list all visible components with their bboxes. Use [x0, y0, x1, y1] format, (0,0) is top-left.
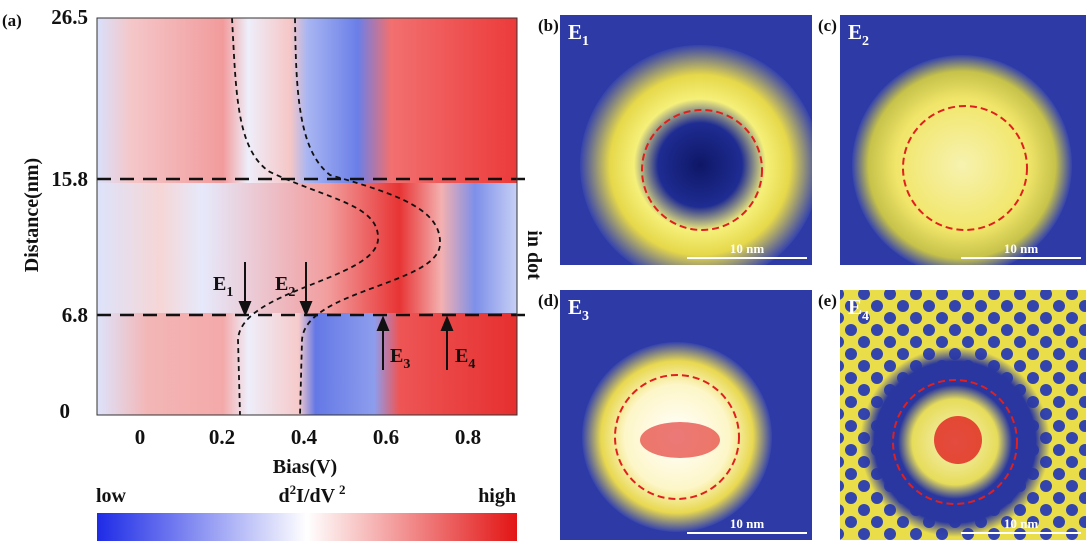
x-tick-label: 0.8 — [455, 425, 481, 449]
arrow-head — [238, 301, 252, 317]
marker-sub: 3 — [403, 357, 410, 372]
energy-main: E — [568, 20, 582, 44]
marker-label: E4 — [455, 345, 475, 372]
dot-outline — [614, 374, 740, 500]
arrow-head — [376, 315, 390, 331]
ring — [580, 45, 812, 265]
t: I/dV — [296, 485, 335, 507]
marker-label: E1 — [213, 273, 233, 300]
marker-sub: 1 — [226, 285, 233, 300]
energy-sub: 2 — [862, 34, 869, 49]
heat-top — [97, 18, 517, 183]
y-tick-label: 26.5 — [51, 5, 88, 29]
image-e — [840, 290, 1086, 540]
energy-label: E1 — [568, 20, 589, 49]
panel-label: (d) — [538, 291, 559, 310]
x-tick-label: 0.2 — [209, 425, 235, 449]
arrow-head — [299, 301, 313, 317]
arrows — [238, 262, 454, 370]
marker-main: E — [455, 345, 468, 367]
energy-sub: 4 — [862, 309, 869, 324]
y-tick-label: 0 — [60, 399, 71, 423]
boundary-curve — [294, 17, 441, 416]
marker-sub: 4 — [468, 357, 475, 372]
x-tick-label: 0.6 — [373, 425, 399, 449]
hot-spot — [640, 422, 720, 458]
t: d — [278, 485, 289, 507]
panel-label: (a) — [2, 11, 22, 30]
energy-label: E3 — [568, 295, 589, 324]
side-label: in dot — [523, 230, 545, 280]
colorbar — [97, 513, 517, 541]
image-c — [840, 15, 1086, 265]
energy-label: E2 — [848, 20, 869, 49]
heat-bottom — [97, 313, 517, 415]
dot-outline — [892, 379, 1018, 505]
energy-main: E — [848, 20, 862, 44]
scale-label: 10 nm — [730, 241, 764, 256]
disk — [852, 55, 1072, 265]
hot-spot — [934, 416, 982, 464]
colorbar-low: low — [96, 485, 127, 507]
panel-label: (c) — [818, 16, 837, 35]
x-tick-label: 0 — [135, 425, 146, 449]
y-tick-label: 6.8 — [62, 303, 88, 327]
t: 2 — [290, 482, 297, 497]
energy-sub: 1 — [582, 34, 589, 49]
energy-main: E — [568, 295, 582, 319]
image-b — [560, 15, 812, 265]
energy-main: E — [848, 295, 862, 319]
marker-sub: 2 — [288, 285, 295, 300]
energy-sub: 3 — [582, 309, 589, 324]
colorbar-title: d2I/dV 2 — [278, 482, 345, 507]
heatmap — [97, 18, 517, 415]
marker-main: E — [390, 345, 403, 367]
marker-main: E — [213, 273, 226, 295]
marker-label: E3 — [390, 345, 410, 372]
y-axis-title: Distance(nm) — [21, 158, 43, 272]
y-tick-label: 15.8 — [51, 167, 88, 191]
plot-frame — [96, 17, 518, 416]
dot-outline — [641, 109, 763, 231]
colorbar-high: high — [478, 485, 516, 507]
marker-label: E2 — [275, 273, 295, 300]
energy-label: E4 — [848, 295, 869, 324]
image-d — [560, 290, 812, 540]
t: 2 — [339, 482, 346, 497]
x-axis-title: Bias(V) — [273, 456, 337, 478]
panel-label: (e) — [818, 291, 837, 310]
marker-main: E — [275, 273, 288, 295]
scale-label: 10 nm — [1004, 241, 1038, 256]
x-tick-label: 0.4 — [291, 425, 318, 449]
scale-label: 10 nm — [730, 516, 764, 531]
dot-outline — [902, 105, 1028, 231]
boundary-curve — [231, 17, 379, 416]
arrow-head — [440, 315, 454, 331]
panel-label: (b) — [538, 16, 559, 35]
scale-label: 10 nm — [1004, 516, 1038, 531]
